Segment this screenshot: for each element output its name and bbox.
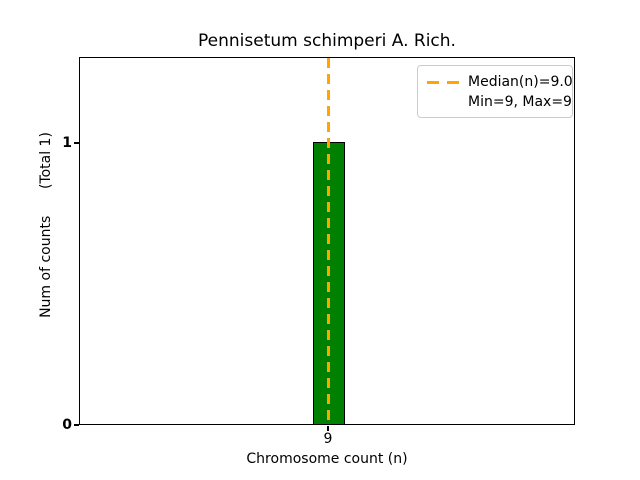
x-axis-label: Chromosome count (n) <box>246 451 408 467</box>
y-tick-mark-0 <box>74 424 79 426</box>
legend-box: Median(n)=9.0 Min=9, Max=9 <box>417 65 573 118</box>
plot-area: Median(n)=9.0 Min=9, Max=9 <box>79 57 575 425</box>
legend-label-minmax: Min=9, Max=9 <box>468 94 572 110</box>
dashed-line-icon <box>427 80 459 84</box>
x-tick-label-9: 9 <box>323 431 333 447</box>
legend-spacer <box>427 101 459 104</box>
y-axis-label: Num of counts (Total 1) <box>38 132 54 318</box>
x-tick-mark-9 <box>327 426 329 431</box>
legend-entry-median: Median(n)=9.0 <box>427 72 573 92</box>
legend-label-median: Median(n)=9.0 <box>468 74 573 90</box>
y-tick-label-0: 0 <box>62 417 72 433</box>
chart-title: Pennisetum schimperi A. Rich. <box>198 31 456 51</box>
legend-entry-minmax: Min=9, Max=9 <box>427 92 572 112</box>
median-vline <box>327 58 330 424</box>
y-tick-mark-1 <box>74 142 79 144</box>
y-tick-label-1: 1 <box>62 135 72 151</box>
